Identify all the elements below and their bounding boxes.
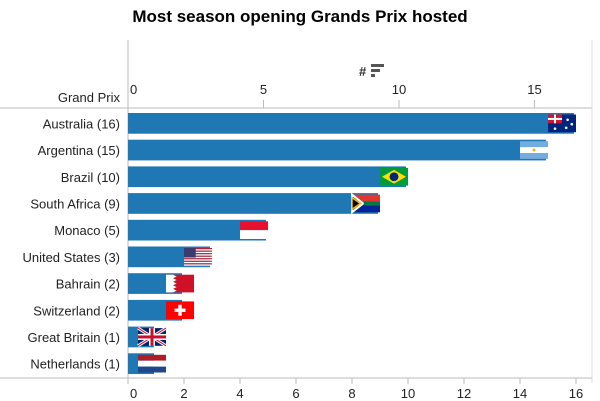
flag-part	[184, 261, 212, 264]
argentina-flag-icon	[520, 141, 548, 159]
flag-part	[138, 360, 166, 367]
flag-part	[138, 335, 166, 339]
flag-star	[564, 126, 568, 130]
bar-group	[128, 326, 167, 348]
bar-group	[128, 192, 380, 215]
top-tick-label: 0	[130, 82, 137, 97]
bar	[128, 166, 406, 188]
united-states-flag-icon	[184, 248, 212, 266]
top-tick-label: 15	[527, 82, 541, 97]
bar-group	[128, 246, 212, 268]
x-axis-title: #	[359, 64, 367, 79]
flag-part	[363, 201, 380, 206]
top-tick-label: 10	[392, 82, 406, 97]
bar	[128, 113, 574, 134]
sort-bar	[371, 64, 384, 67]
great-britain-flag-icon	[137, 326, 167, 348]
bottom-tick-label: 12	[457, 386, 471, 401]
flag-part	[184, 260, 212, 262]
flag-part	[184, 251, 212, 254]
bar	[128, 139, 546, 161]
bottom-tick-label: 4	[236, 386, 243, 401]
flag-part	[240, 230, 268, 239]
category-label: Brazil (10)	[61, 170, 120, 185]
brazil-flag-icon	[380, 167, 408, 186]
bar-group	[128, 353, 166, 374]
category-label: Monaco (5)	[54, 223, 120, 238]
bar-group	[128, 219, 268, 241]
switzerland-flag-icon	[166, 301, 194, 320]
flag-part	[138, 366, 166, 373]
category-label: South Africa (9)	[30, 196, 120, 211]
flag-star	[570, 122, 574, 126]
flag-star	[566, 118, 569, 122]
south-africa-flag-icon	[351, 192, 380, 215]
flag-part	[184, 258, 212, 260]
flag-part	[184, 248, 212, 250]
flag-part	[352, 203, 380, 213]
category-label: Argentina (15)	[38, 143, 120, 158]
flag-part	[184, 255, 212, 257]
flag-part	[173, 274, 177, 293]
flag-part	[184, 249, 212, 251]
flag-star	[553, 127, 557, 130]
y-axis-title: Grand Prix	[58, 90, 121, 105]
bottom-tick-label: 6	[292, 386, 299, 401]
flag-sun	[532, 148, 536, 152]
flag-part	[166, 274, 173, 293]
flag-part	[184, 254, 212, 256]
bahrain-flag-icon	[166, 274, 194, 293]
bottom-tick-label: 14	[513, 386, 527, 401]
bar-group	[128, 273, 194, 294]
flag-part	[184, 248, 196, 258]
flag-part	[520, 153, 548, 159]
flag-part	[184, 259, 212, 261]
category-label: Bahrain (2)	[56, 277, 120, 292]
category-label: Australia (16)	[43, 116, 120, 131]
flag-part	[520, 141, 548, 148]
flag-part	[351, 196, 362, 211]
bar-group	[128, 139, 548, 161]
bar-group	[128, 166, 408, 188]
flag-part	[138, 354, 166, 361]
category-label: United States (3)	[22, 250, 120, 265]
flag-part	[184, 250, 212, 252]
flag-part	[174, 308, 186, 312]
bar	[128, 219, 266, 241]
flag-part	[184, 256, 212, 259]
australia-flag-icon	[548, 114, 576, 133]
bottom-tick-label: 8	[348, 386, 355, 401]
flag-part	[184, 263, 212, 265]
flag-part	[352, 194, 380, 204]
sort-bar	[371, 69, 380, 72]
flag-part	[184, 264, 212, 266]
top-tick-label: 5	[260, 82, 267, 97]
flag-part	[184, 253, 212, 255]
flag-part	[389, 172, 399, 182]
chart-title: Most season opening Grands Prix hosted	[132, 7, 468, 26]
monaco-flag-icon	[240, 221, 268, 239]
category-label: Switzerland (2)	[33, 303, 120, 318]
category-label: Great Britain (1)	[28, 330, 120, 345]
bar-group	[128, 113, 576, 134]
sort-bar	[371, 74, 375, 77]
bottom-tick-label: 16	[569, 386, 583, 401]
category-label: Netherlands (1)	[30, 357, 120, 372]
bottom-tick-label: 0	[130, 386, 137, 401]
bar-group	[128, 299, 194, 321]
bar	[128, 193, 378, 214]
bottom-tick-label: 10	[401, 386, 415, 401]
flag-part	[240, 221, 268, 231]
sort-descending-icon[interactable]	[371, 64, 384, 77]
bottom-tick-label: 2	[180, 386, 187, 401]
netherlands-flag-icon	[138, 354, 166, 373]
